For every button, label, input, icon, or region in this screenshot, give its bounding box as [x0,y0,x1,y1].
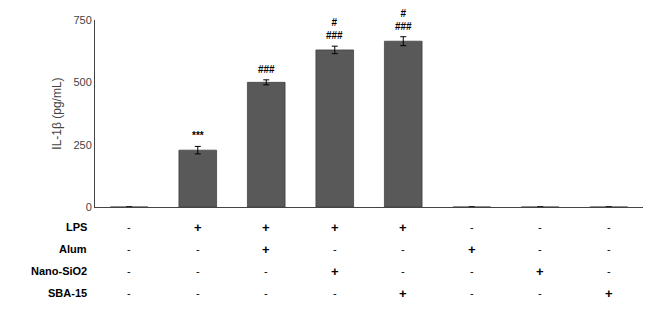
svg-text:-: - [264,287,268,299]
svg-text:-: - [196,287,200,299]
svg-text:+: + [605,286,613,301]
svg-text:-: - [538,287,542,299]
svg-text:-: - [470,287,474,299]
svg-text:###: ### [258,64,275,75]
svg-text:Alum: Alum [59,243,87,255]
svg-text:-: - [607,265,611,277]
svg-text:-: - [607,243,611,255]
svg-text:+: + [468,242,476,257]
svg-text:Nano-SiO2: Nano-SiO2 [31,265,87,277]
svg-text:-: - [196,265,200,277]
svg-text:####: #### [326,17,343,41]
svg-text:-: - [264,265,268,277]
svg-text:SBA-15: SBA-15 [48,287,87,299]
svg-text:-: - [127,287,131,299]
svg-text:+: + [536,264,544,279]
svg-text:500: 500 [73,76,91,88]
svg-text:-: - [538,243,542,255]
svg-text:-: - [401,265,405,277]
svg-text:LPS: LPS [66,221,87,233]
svg-text:***: *** [192,130,204,141]
svg-text:-: - [470,265,474,277]
svg-text:####: #### [395,8,412,32]
svg-text:-: - [333,287,337,299]
svg-text:+: + [399,286,407,301]
svg-text:+: + [262,242,270,257]
svg-text:+: + [331,220,339,235]
svg-text:-: - [127,243,131,255]
svg-text:0: 0 [86,201,92,213]
svg-text:+: + [262,220,270,235]
svg-text:-: - [470,221,474,233]
svg-text:-: - [538,221,542,233]
svg-text:-: - [127,221,131,233]
svg-text:-: - [607,221,611,233]
svg-text:+: + [194,220,202,235]
svg-text:750: 750 [73,14,91,26]
svg-text:-: - [196,243,200,255]
svg-text:+: + [399,220,407,235]
svg-text:-: - [401,243,405,255]
svg-text:+: + [331,264,339,279]
svg-text:250: 250 [73,139,91,151]
svg-text:-: - [333,243,337,255]
svg-text:-: - [127,265,131,277]
svg-text:IL-1β (pg/mL): IL-1β (pg/mL) [50,77,64,149]
